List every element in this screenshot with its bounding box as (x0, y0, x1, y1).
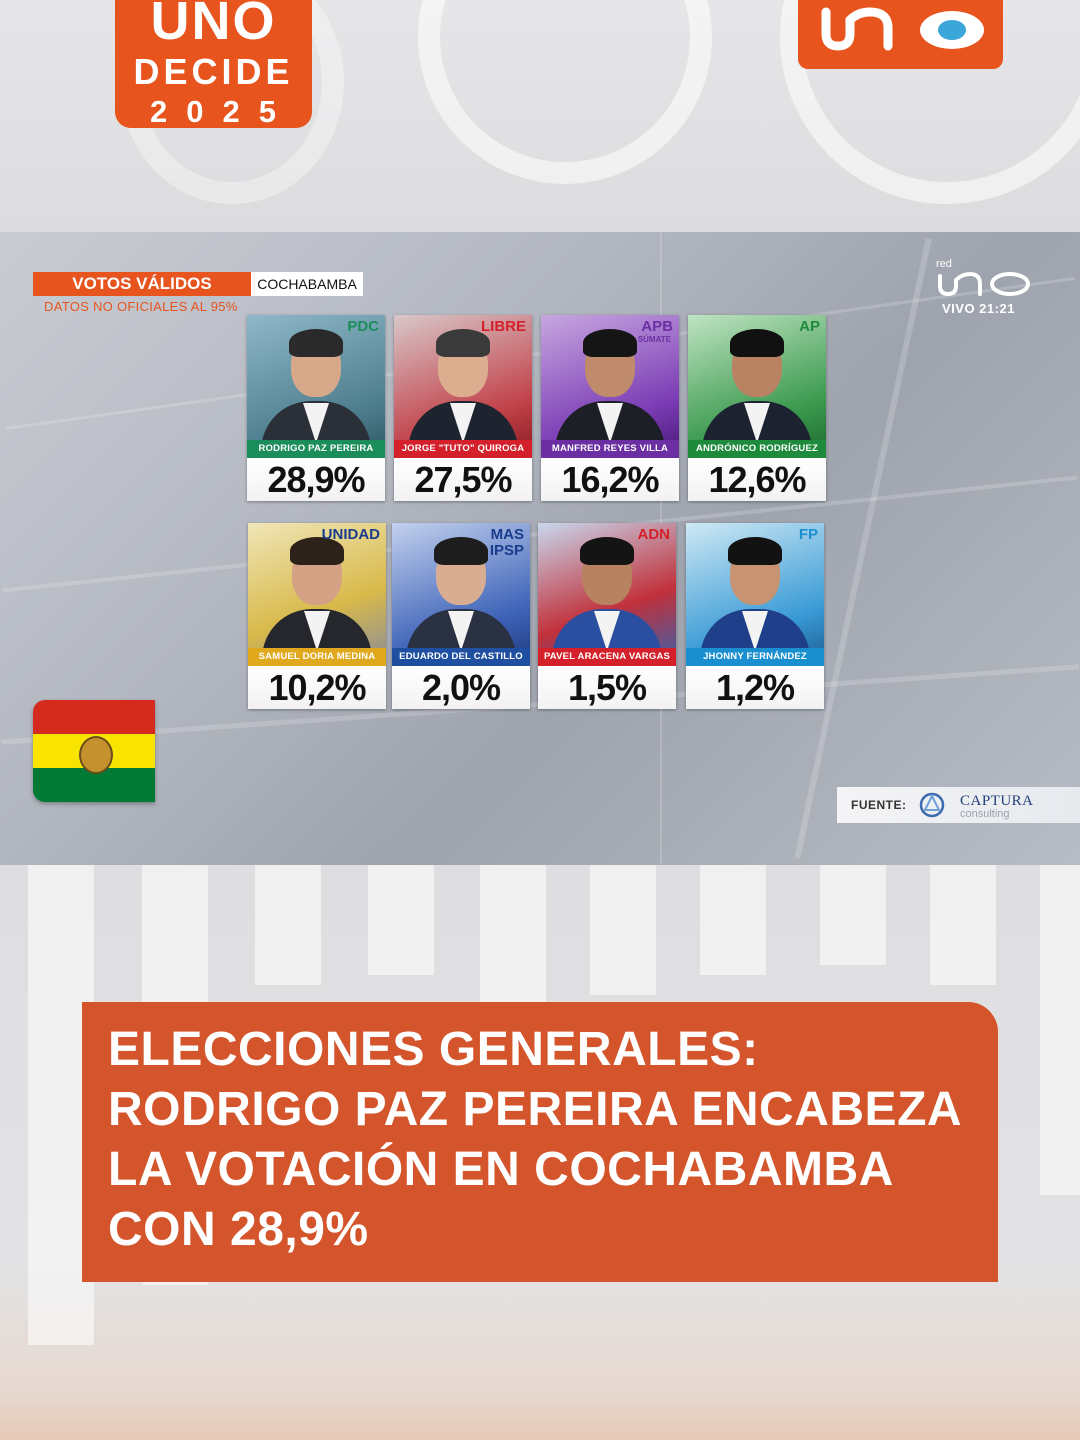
source-label: FUENTE: (851, 798, 907, 812)
party-label: UNIDAD (321, 526, 380, 543)
background-bar (1040, 865, 1080, 1195)
show-logo-line1: UNO (150, 0, 277, 51)
candidate-photo (394, 315, 532, 455)
candidate-card: LIBRE JORGE "TUTO" QUIROGA 27,5% (394, 315, 532, 501)
show-logo-line3: 2025 (150, 94, 295, 129)
party-label: AP (799, 318, 820, 335)
background-bar (255, 865, 321, 985)
candidate-photo (248, 523, 386, 663)
live-status: VIVO 21:21 (942, 301, 1015, 316)
region-label: COCHABAMBA (251, 272, 363, 296)
headline-text: ELECCIONES GENERALES: RODRIGO PAZ PEREIR… (108, 1023, 963, 1256)
candidate-photo (247, 315, 385, 455)
candidate-name: MANFRED REYES VILLA (541, 440, 679, 458)
candidate-percent: 1,2% (686, 666, 824, 709)
bolivia-flag-icon (33, 700, 155, 802)
candidate-name: EDUARDO DEL CASTILLO (392, 648, 530, 666)
show-logo-line2: DECIDE (133, 51, 294, 92)
party-label: PDC (347, 318, 379, 335)
candidate-percent: 28,9% (247, 458, 385, 501)
party-label: FP (798, 526, 818, 543)
candidate-card: UNIDAD SAMUEL DORIA MEDINA 10,2% (248, 523, 386, 709)
background-bar (368, 865, 434, 975)
candidate-name: JORGE "TUTO" QUIROGA (394, 440, 532, 458)
candidate-name: JHONNY FERNÁNDEZ (686, 648, 824, 666)
party-label: ADN (637, 526, 671, 543)
candidate-percent: 12,6% (688, 458, 826, 501)
candidate-photo (686, 523, 824, 663)
background-bar (590, 865, 656, 995)
network-logo-mark (821, 7, 984, 51)
source-subtitle: consulting (960, 808, 1010, 820)
party-label: APB (641, 318, 673, 335)
candidate-hair (436, 329, 490, 357)
live-network-label: red (936, 258, 952, 270)
background-ring (418, 0, 712, 184)
candidate-percent: 2,0% (392, 666, 530, 709)
background-bar (700, 865, 766, 975)
candidate-hair (580, 537, 634, 565)
background-bar (820, 865, 886, 965)
candidate-name: PAVEL ARACENA VARGAS (538, 648, 676, 666)
background-bar (480, 865, 546, 1015)
candidate-percent: 27,5% (394, 458, 532, 501)
uno-logo-icon (938, 271, 1030, 297)
headline-box: ELECCIONES GENERALES: RODRIGO PAZ PEREIR… (82, 1002, 998, 1282)
candidate-hair (728, 537, 782, 565)
party-label: LIBRE (481, 318, 526, 335)
candidate-card: PDC RODRIGO PAZ PEREIRA 28,9% (247, 315, 385, 501)
candidate-card: AP ANDRÓNICO RODRÍGUEZ 12,6% (688, 315, 826, 501)
flag-coat-of-arms (79, 736, 113, 774)
background-bar (930, 865, 996, 985)
candidate-card: FP JHONNY FERNÁNDEZ 1,2% (686, 523, 824, 709)
candidate-card: APB SÚMATE MANFRED REYES VILLA 16,2% (541, 315, 679, 501)
flag-stripe-red (33, 700, 155, 734)
candidate-photo (541, 315, 679, 455)
source-badge: FUENTE: CAPTURA consulting (837, 787, 1080, 823)
candidate-hair (434, 537, 488, 565)
party-sublabel: SÚMATE (637, 335, 671, 344)
captura-logo-icon (919, 792, 945, 818)
candidate-percent: 1,5% (538, 666, 676, 709)
candidate-name: RODRIGO PAZ PEREIRA (247, 440, 385, 458)
network-logo (798, 0, 1003, 69)
candidate-percent: 10,2% (248, 666, 386, 709)
candidate-card: ADN PAVEL ARACENA VARGAS 1,5% (538, 523, 676, 709)
candidate-hair (583, 329, 637, 357)
candidate-name: ANDRÓNICO RODRÍGUEZ (688, 440, 826, 458)
candidate-hair (290, 537, 344, 565)
candidate-photo (538, 523, 676, 663)
candidate-photo (392, 523, 530, 663)
disclaimer-text: DATOS NO OFICIALES AL 95% (44, 299, 238, 314)
candidate-percent: 16,2% (541, 458, 679, 501)
candidate-name: SAMUEL DORIA MEDINA (248, 648, 386, 666)
candidate-hair (730, 329, 784, 357)
source-name: CAPTURA (960, 793, 1034, 809)
votes-label: VOTOS VÁLIDOS (33, 272, 251, 296)
candidate-photo (688, 315, 826, 455)
candidate-card: MAS IPSP EDUARDO DEL CASTILLO 2,0% (392, 523, 530, 709)
show-logo: UNO DECIDE 2025 (115, 0, 312, 128)
live-network-logo: red VIVO 21:21 (936, 258, 1032, 318)
party-label: MAS IPSP (489, 526, 524, 559)
candidate-hair (289, 329, 343, 357)
